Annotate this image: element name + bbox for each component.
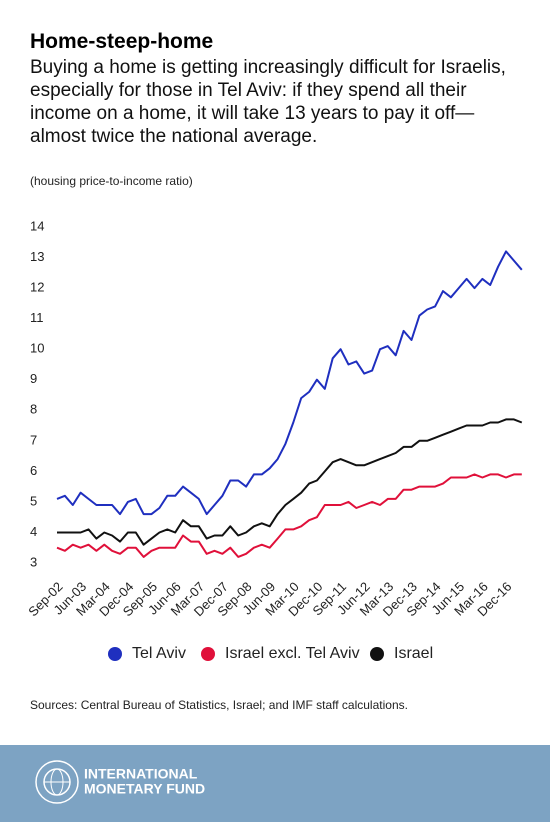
legend-swatch [108, 647, 122, 661]
legend-label: Tel Aviv [132, 645, 186, 662]
series-line [57, 418, 523, 546]
legend-label: Israel excl. Tel Aviv [225, 645, 360, 662]
legend-swatch [370, 647, 384, 661]
imf-logo [35, 760, 79, 804]
legend-label: Israel [394, 645, 433, 662]
y-tick-label: 4 [30, 524, 37, 539]
y-tick-label: 11 [30, 310, 44, 325]
title: Home-steep-home [30, 30, 214, 53]
source: Sources: Central Bureau of Statistics, I… [30, 698, 408, 712]
org-name: MONETARY FUND [84, 781, 205, 797]
y-tick-label: 7 [30, 432, 37, 447]
footer-band [0, 745, 550, 822]
y-tick-label: 6 [30, 463, 37, 478]
axis-note: (housing price-to-income ratio) [30, 174, 193, 188]
org-name: INTERNATIONAL [84, 766, 198, 782]
series-line [56, 250, 523, 516]
y-tick-label: 14 [30, 218, 44, 233]
y-tick-label: 10 [30, 341, 44, 356]
legend-swatch [201, 647, 215, 661]
subtitle: Buying a home is getting increasingly di… [30, 57, 506, 147]
series-line [56, 473, 522, 558]
y-tick-label: 8 [30, 402, 37, 417]
y-tick-label: 13 [30, 249, 44, 264]
y-tick-label: 3 [30, 554, 37, 569]
y-tick-label: 9 [30, 371, 37, 386]
y-tick-label: 5 [30, 493, 37, 508]
y-tick-label: 12 [30, 280, 44, 295]
